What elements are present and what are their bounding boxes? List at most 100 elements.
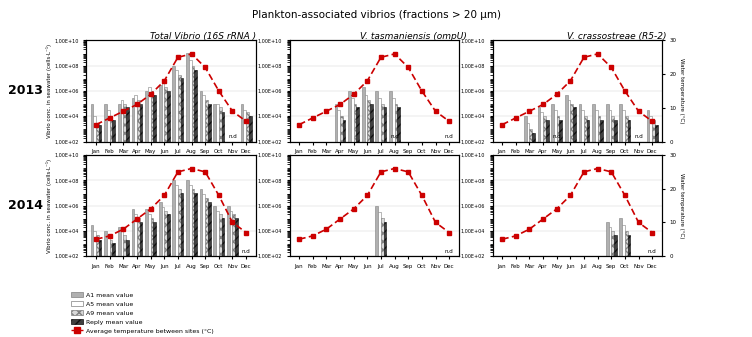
Text: 2013: 2013: [8, 85, 42, 97]
Bar: [356, 108, 359, 337]
Bar: [353, 104, 356, 337]
Bar: [214, 104, 216, 337]
Text: n.d: n.d: [552, 134, 561, 139]
Bar: [208, 202, 211, 337]
Bar: [148, 214, 150, 337]
Bar: [647, 110, 650, 337]
Bar: [140, 104, 142, 337]
Bar: [140, 222, 142, 337]
Bar: [587, 120, 590, 337]
Bar: [96, 123, 99, 337]
Bar: [200, 189, 202, 337]
Bar: [219, 108, 222, 337]
Bar: [118, 104, 120, 337]
Bar: [123, 104, 126, 337]
Bar: [532, 133, 535, 337]
Bar: [384, 222, 387, 337]
Bar: [120, 231, 123, 337]
Bar: [175, 69, 178, 337]
Bar: [384, 108, 387, 337]
Bar: [120, 100, 123, 337]
Text: n.d: n.d: [241, 249, 250, 254]
Bar: [96, 235, 99, 337]
Bar: [222, 113, 224, 337]
Bar: [573, 108, 576, 337]
Bar: [538, 108, 541, 337]
Bar: [230, 211, 232, 337]
Bar: [606, 104, 608, 337]
Bar: [135, 95, 137, 337]
Bar: [90, 104, 93, 337]
Bar: [362, 87, 365, 337]
Bar: [145, 209, 148, 337]
Bar: [107, 110, 110, 337]
Bar: [159, 202, 162, 337]
Bar: [200, 91, 202, 337]
Text: Total Vibrio (16S rRNA ): Total Vibrio (16S rRNA ): [150, 32, 256, 41]
Text: Plankton-associated vibrios (fractions > 20 µm): Plankton-associated vibrios (fractions >…: [251, 10, 501, 20]
Bar: [529, 129, 532, 337]
Bar: [343, 120, 345, 337]
Bar: [172, 180, 175, 337]
Bar: [205, 100, 208, 337]
Bar: [338, 110, 340, 337]
Bar: [194, 193, 197, 337]
Bar: [135, 214, 137, 337]
Bar: [93, 231, 96, 337]
Bar: [335, 104, 338, 337]
Bar: [378, 98, 381, 337]
Legend: A1 mean value, A5 mean value, A9 mean value, Reply mean value, Average temperatu: A1 mean value, A5 mean value, A9 mean va…: [71, 292, 214, 334]
Bar: [241, 104, 244, 337]
Bar: [608, 227, 611, 337]
Text: n.d: n.d: [390, 134, 399, 139]
Bar: [628, 235, 630, 337]
Bar: [175, 185, 178, 337]
Bar: [145, 91, 148, 337]
Bar: [208, 104, 211, 337]
Bar: [622, 110, 625, 337]
Bar: [99, 125, 102, 337]
Bar: [105, 231, 107, 337]
Bar: [397, 108, 400, 337]
Bar: [167, 91, 170, 337]
Bar: [164, 211, 167, 337]
Bar: [595, 110, 598, 337]
Bar: [202, 95, 205, 337]
Bar: [614, 235, 617, 337]
Bar: [192, 66, 194, 337]
Bar: [628, 120, 630, 337]
Bar: [189, 185, 192, 337]
Bar: [395, 104, 397, 337]
Bar: [148, 87, 150, 337]
Bar: [180, 79, 183, 337]
Y-axis label: Vibrio conc. in seawater (cells·L⁻¹): Vibrio conc. in seawater (cells·L⁻¹): [46, 158, 52, 253]
Bar: [559, 120, 562, 337]
Bar: [652, 120, 655, 337]
Bar: [620, 104, 622, 337]
Text: V. tasmaniensis (ompU): V. tasmaniensis (ompU): [360, 32, 467, 41]
Bar: [192, 189, 194, 337]
Bar: [348, 91, 351, 337]
Text: n.d: n.d: [647, 249, 656, 254]
Bar: [216, 211, 219, 337]
Bar: [235, 218, 238, 337]
Bar: [546, 120, 548, 337]
Bar: [132, 209, 135, 337]
Bar: [186, 53, 189, 337]
Bar: [622, 225, 625, 337]
Bar: [112, 243, 115, 337]
Bar: [370, 104, 373, 337]
Y-axis label: Water temperature (°C): Water temperature (°C): [679, 173, 684, 238]
Bar: [625, 231, 628, 337]
Bar: [153, 95, 156, 337]
Bar: [194, 69, 197, 337]
Bar: [375, 206, 378, 337]
Bar: [178, 74, 180, 337]
Bar: [244, 110, 246, 337]
Bar: [570, 104, 573, 337]
Bar: [606, 222, 608, 337]
Bar: [219, 214, 222, 337]
Bar: [189, 60, 192, 337]
Bar: [110, 240, 112, 337]
Bar: [524, 116, 526, 337]
